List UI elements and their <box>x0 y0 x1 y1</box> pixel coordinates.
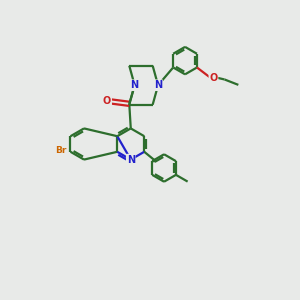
Text: N: N <box>154 80 162 90</box>
Text: O: O <box>103 96 111 106</box>
Text: N: N <box>127 154 135 165</box>
Text: N: N <box>130 80 139 90</box>
Text: Br: Br <box>55 146 67 155</box>
Text: O: O <box>209 73 217 83</box>
